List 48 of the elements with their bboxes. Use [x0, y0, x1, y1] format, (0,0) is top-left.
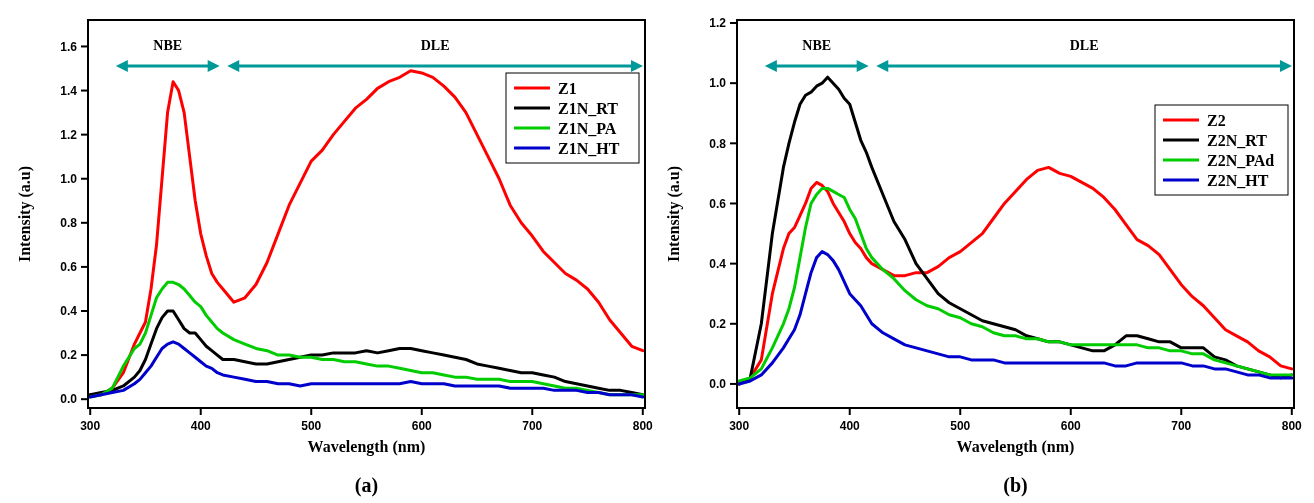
- y-tick-label: 0.6: [709, 196, 727, 211]
- y-axis-title: Intensity (a.u): [665, 165, 683, 263]
- text: (b): [1003, 474, 1028, 497]
- x-tick-label: 600: [411, 419, 433, 433]
- legend-label: Z2N_PAd: [1207, 151, 1275, 169]
- x-tick-label: 800: [1281, 419, 1303, 433]
- y-tick-label: 1.2: [60, 127, 78, 142]
- x-tick-label: 700: [1171, 419, 1192, 433]
- y-tick-label: 0.4: [60, 304, 78, 319]
- x-tick-label: 500: [301, 419, 322, 433]
- annotation: NBE: [802, 38, 832, 53]
- legend-label: Z1: [558, 79, 577, 97]
- x-axis-title: Wavelength (nm): [956, 438, 1075, 456]
- x-tick-label: 600: [1060, 419, 1082, 433]
- x-tick-label: 400: [190, 419, 212, 433]
- y-tick-label: 0.6: [60, 260, 78, 275]
- x-tick-label: 300: [729, 419, 750, 433]
- y-tick-label: 0.2: [709, 316, 727, 331]
- y-axis-title: Intensity (a.u): [16, 165, 34, 263]
- x-tick-label: 800: [632, 419, 654, 433]
- y-tick-label: 0.0: [709, 377, 727, 392]
- legend-label: Z2: [1207, 111, 1226, 129]
- y-tick-label: 1.0: [60, 171, 78, 186]
- y-tick-label: 1.2: [709, 16, 727, 31]
- annotation: NBE: [153, 38, 183, 53]
- y-tick-label: 0.8: [709, 136, 727, 151]
- annotation: DLE: [1069, 38, 1099, 53]
- y-tick-label: 0.0: [60, 392, 78, 407]
- line-series: [88, 340, 645, 399]
- y-tick-label: 0.4: [709, 256, 727, 271]
- line-series: [737, 250, 1294, 386]
- legend-label: Z1N_HT: [558, 139, 620, 157]
- legend-label: Z2N_RT: [1207, 131, 1268, 149]
- legend-label: Z2N_HT: [1207, 171, 1269, 189]
- y-tick-label: 1.6: [60, 39, 78, 54]
- y-tick-label: 0.8: [60, 216, 78, 231]
- text: (a): [354, 474, 379, 497]
- legend-label: Z1N_RT: [558, 99, 619, 117]
- x-tick-label: 700: [522, 419, 543, 433]
- x-tick-label: 500: [950, 419, 971, 433]
- y-tick-label: 1.4: [60, 83, 78, 98]
- x-tick-label: 400: [839, 419, 861, 433]
- annotation: DLE: [420, 38, 450, 53]
- x-tick-label: 300: [80, 419, 101, 433]
- y-tick-label: 1.0: [709, 76, 727, 91]
- legend-label: Z1N_PA: [558, 119, 617, 137]
- x-axis-title: Wavelength (nm): [307, 438, 426, 456]
- y-tick-label: 0.2: [60, 348, 78, 363]
